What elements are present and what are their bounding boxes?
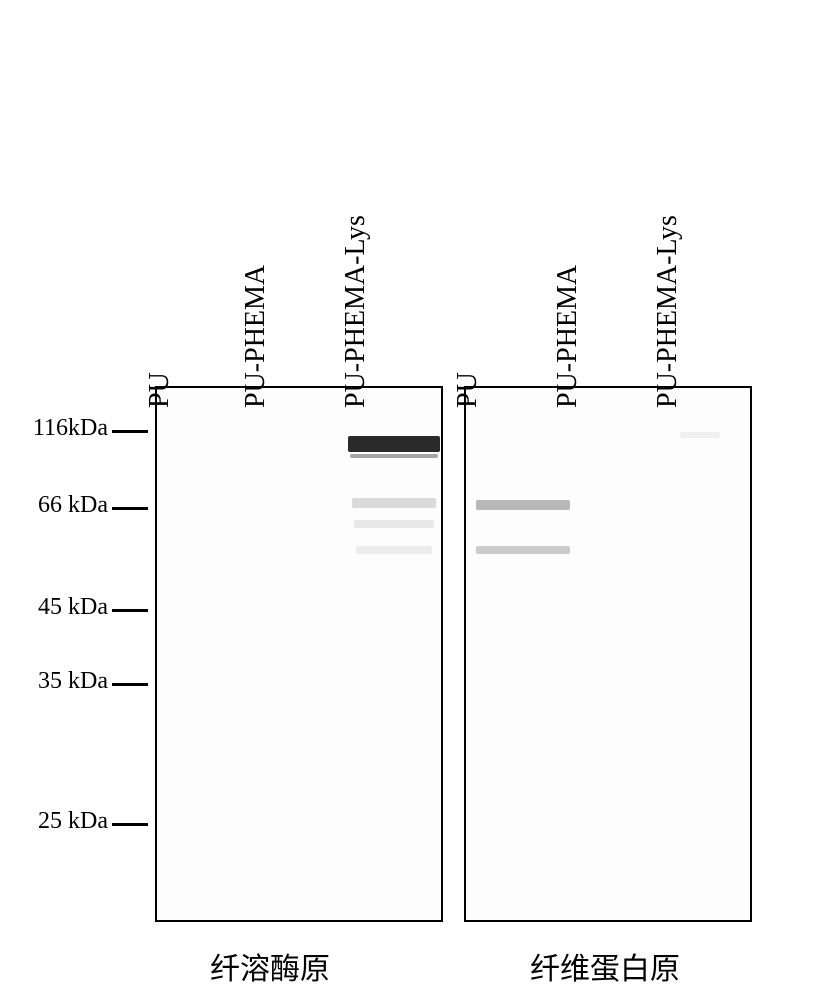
gel-panel-plasminogen [155,386,443,922]
marker-tick-66 [112,507,148,510]
marker-25: 25 kDa [18,808,108,835]
marker-tick-35 [112,683,148,686]
caption-plasminogen: 纤溶酶原 [210,944,330,988]
lane-label-p2-pu: PU [452,372,484,408]
gel-panel-fibrinogen [464,386,752,922]
lane-label-p2-phema-lys: PU-PHEMA-Lys [652,215,684,408]
gel-band [476,546,570,554]
gel-band [352,498,436,508]
marker-tick-25 [112,823,148,826]
caption-fibrinogen: 纤维蛋白原 [530,944,680,988]
gel-band [348,436,440,452]
gel-band [476,500,570,510]
marker-tick-45 [112,609,148,612]
marker-66: 66 kDa [18,492,108,519]
western-blot-figure: 116kDa 66 kDa 45 kDa 35 kDa 25 kDa PU PU… [0,0,824,998]
marker-45: 45 kDa [18,594,108,621]
lane-label-p1-pu: PU [144,372,176,408]
lane-label-p1-phema-lys: PU-PHEMA-Lys [340,215,372,408]
marker-tick-116 [112,430,148,433]
gel-band [356,546,432,554]
marker-35: 35 kDa [18,668,108,695]
gel-band [354,520,434,528]
gel-band [350,454,438,458]
marker-116: 116kDa [18,415,108,442]
lane-label-p2-phema: PU-PHEMA [552,265,584,408]
lane-label-p1-phema: PU-PHEMA [240,265,272,408]
gel-band [680,432,720,438]
